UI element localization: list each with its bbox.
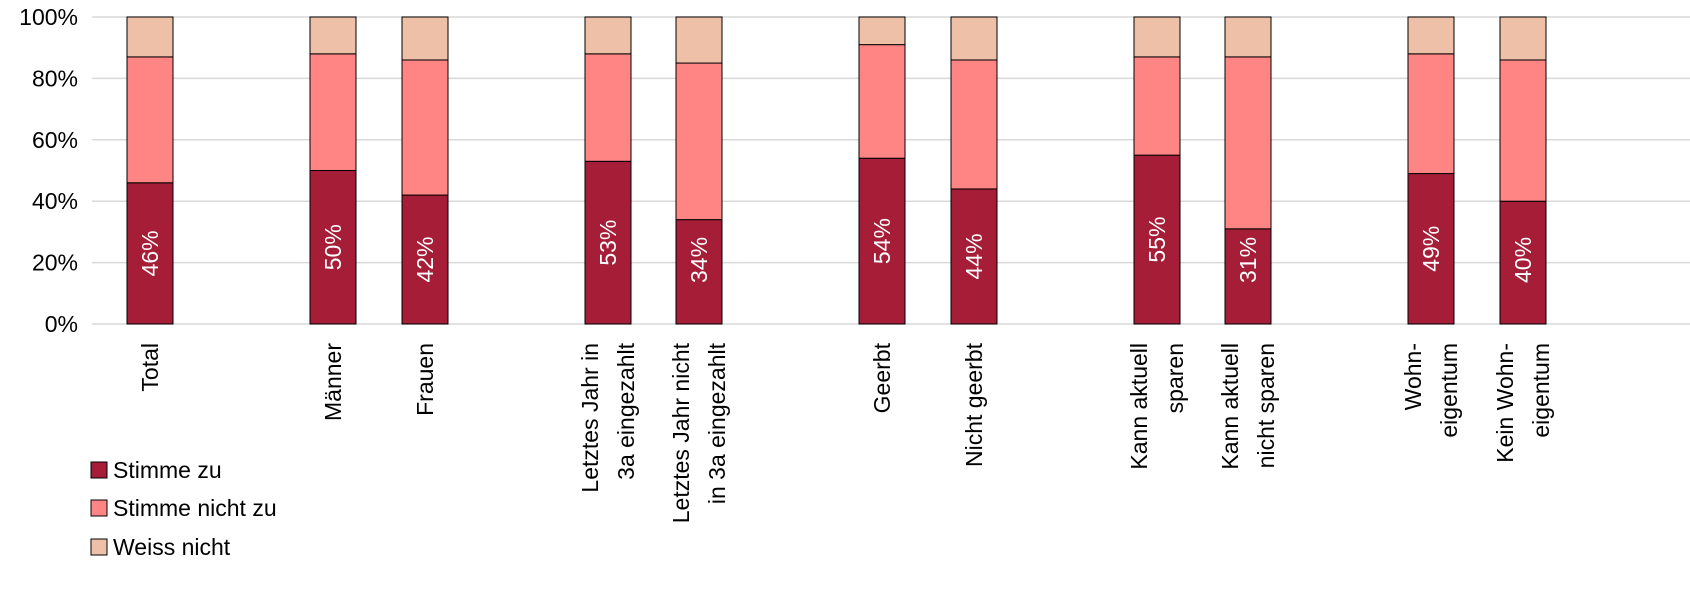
- bar-segment: [1133, 56, 1181, 156]
- bar-segment: [126, 182, 174, 325]
- bar-segment: [675, 62, 723, 221]
- category-label: Kein Wohn-eigentum: [1492, 343, 1554, 463]
- bar-segment: [1499, 16, 1547, 61]
- category-label-line: Frauen: [412, 343, 438, 416]
- category-label-line: Total: [137, 343, 163, 392]
- bar-segment: [1133, 154, 1181, 325]
- y-tick-label: 0%: [45, 311, 78, 337]
- bar-segment: [675, 16, 723, 64]
- y-tick-label: 20%: [32, 250, 78, 276]
- data-label: 55%: [1144, 217, 1170, 263]
- bar-segment: [1499, 200, 1547, 325]
- bar-segment: [309, 53, 357, 172]
- data-label: 54%: [869, 218, 895, 264]
- bar-segment: [1407, 16, 1455, 55]
- category-label-line: Wohn-: [1400, 343, 1426, 410]
- category-label: Kann aktuell sparen: [1126, 343, 1188, 470]
- category-label: Wohn-eigentum: [1400, 343, 1462, 438]
- category-label-line: Kann aktuell: [1217, 343, 1243, 470]
- bar-segment: [1407, 53, 1455, 175]
- legend-label: Weiss nicht: [113, 534, 231, 560]
- y-axis-tick-labels: 0% 20% 40% 60% 80% 100%: [19, 4, 78, 337]
- category-label-line: eigentum: [1528, 343, 1554, 438]
- bar-segment: [126, 56, 174, 184]
- category-labels: Total Männer Frauen Letztes Jahr in 3a einge…: [137, 342, 1554, 523]
- data-label: 42%: [412, 237, 438, 283]
- bar-segment: [401, 16, 449, 61]
- bar-segment: [584, 16, 632, 55]
- category-label-line: Nicht geerbt: [961, 342, 987, 467]
- bar-segment: [401, 194, 449, 325]
- bar-segment: [1224, 56, 1272, 230]
- category-label-line: in 3a eingezahlt: [704, 342, 730, 504]
- data-label: 34%: [686, 237, 712, 283]
- bar-segment: [1499, 59, 1547, 202]
- legend-label: Stimme zu: [113, 457, 222, 483]
- data-label: 31%: [1235, 237, 1261, 283]
- data-labels: 46% 50% 42% 53% 34% 54% 44% 55% 31% 49% 40%: [137, 217, 1536, 283]
- bar-segment: [309, 16, 357, 55]
- legend-swatch: [90, 461, 108, 479]
- data-label: 53%: [595, 220, 621, 266]
- legend-swatch: [90, 538, 108, 556]
- data-label: 40%: [1510, 237, 1536, 283]
- bar-segment: [950, 188, 998, 325]
- bar-segment: [858, 157, 906, 325]
- category-label-line: Letztes Jahr nicht: [668, 342, 694, 523]
- category-label-line: Kann aktuell: [1126, 343, 1152, 470]
- bar-segment: [1133, 16, 1181, 58]
- bar-segment: [950, 16, 998, 61]
- bar-segment: [950, 59, 998, 190]
- category-label-line: Kein Wohn-: [1492, 343, 1518, 463]
- category-label: Nicht geerbt: [961, 342, 987, 467]
- bar-segment: [858, 16, 906, 46]
- bar-segment: [309, 170, 357, 325]
- category-label: Geerbt: [869, 342, 895, 413]
- data-label: 50%: [320, 224, 346, 270]
- category-label-line: Geerbt: [869, 342, 895, 413]
- bar-segment: [858, 44, 906, 159]
- bar-segment: [675, 219, 723, 325]
- category-label: Letztes Jahr in 3a eingezahlt: [577, 342, 639, 492]
- y-tick-label: 40%: [32, 188, 78, 214]
- category-label-line: Männer: [320, 343, 346, 421]
- category-label-line: sparen: [1162, 343, 1188, 413]
- legend-label: Stimme nicht zu: [113, 495, 277, 521]
- category-label: Frauen: [412, 343, 438, 416]
- category-label: Letztes Jahr nicht in 3a eingezahlt: [668, 342, 730, 523]
- category-label-line: eigentum: [1436, 343, 1462, 438]
- bar-segment: [1224, 16, 1272, 58]
- data-label: 49%: [1418, 226, 1444, 272]
- legend: Stimme zu Stimme nicht zu Weiss nicht: [90, 457, 277, 560]
- bar-segment: [1224, 228, 1272, 325]
- category-label-line: nicht sparen: [1253, 343, 1279, 468]
- bar-segment: [401, 59, 449, 196]
- category-label: Total: [137, 343, 163, 392]
- y-tick-label: 80%: [32, 65, 78, 91]
- bar-segment: [584, 53, 632, 162]
- y-tick-label: 60%: [32, 127, 78, 153]
- bar-segment: [126, 16, 174, 58]
- category-label-line: 3a eingezahlt: [613, 342, 639, 479]
- category-label-line: Letztes Jahr in: [577, 343, 603, 493]
- legend-item: Stimme zu: [90, 457, 222, 483]
- legend-swatch: [90, 499, 108, 517]
- bar-segment: [1407, 173, 1455, 325]
- legend-item: Stimme nicht zu: [90, 495, 277, 521]
- y-tick-label: 100%: [19, 4, 78, 30]
- data-label: 44%: [961, 233, 987, 279]
- category-label: Kann aktuell nicht sparen: [1217, 343, 1279, 470]
- legend-item: Weiss nicht: [90, 534, 231, 560]
- data-label: 46%: [137, 230, 163, 276]
- category-label: Männer: [320, 343, 346, 421]
- bars: [126, 16, 1547, 325]
